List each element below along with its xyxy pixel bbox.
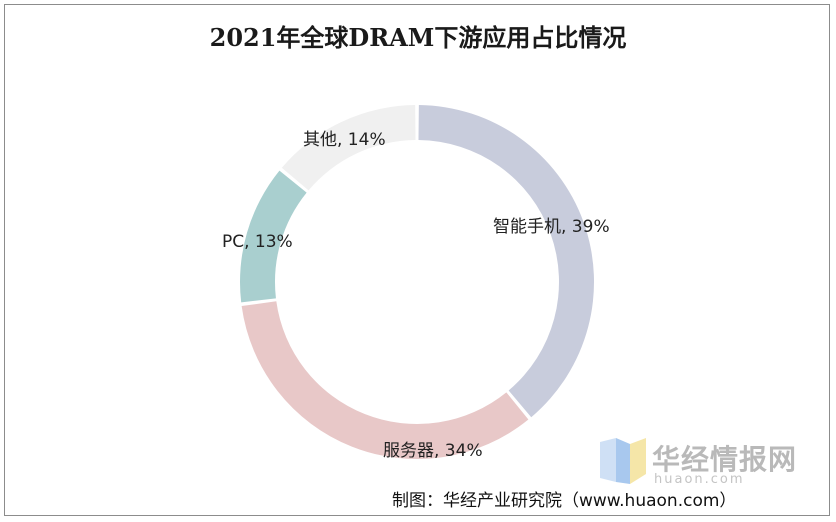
slice-label-1: 服务器, 34% [383, 441, 483, 461]
watermark-name: 华经情报网 [652, 443, 798, 476]
slice-0 [418, 105, 594, 418]
chart-title: 2021年全球DRAM下游应用占比情况 [209, 23, 627, 52]
slice-label-3: 其他, 14% [303, 130, 386, 150]
watermark-domain: huaon.com [654, 472, 745, 487]
source-note: 制图：华经产业研究院（www.huaon.com） [392, 491, 737, 511]
slice-label-2: PC, 13% [222, 232, 293, 252]
slice-3 [281, 105, 416, 191]
slice-1 [241, 301, 529, 460]
watermark: 华经情报网 huaon.com [594, 434, 814, 487]
slice-2 [240, 170, 307, 303]
watermark-logo-icon [600, 438, 646, 484]
slice-label-0: 智能手机, 39% [493, 217, 610, 237]
